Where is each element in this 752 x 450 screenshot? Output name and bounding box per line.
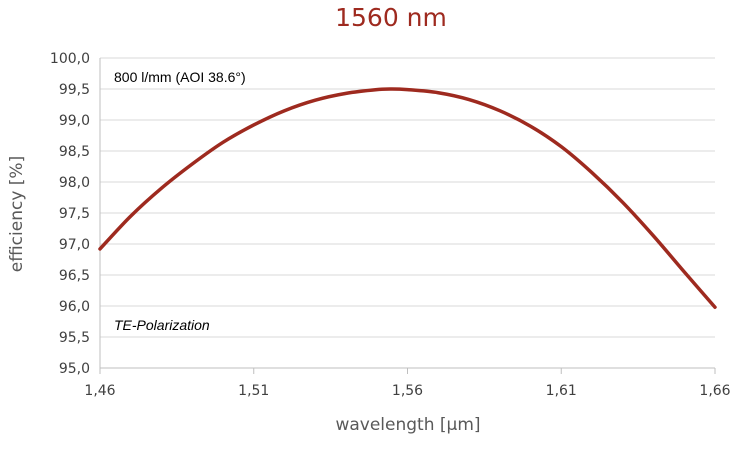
- x-tick-label: 1,46: [84, 383, 115, 399]
- x-tick-label: 1,51: [238, 383, 269, 399]
- series-line: [98, 87, 717, 309]
- y-tick-label: 99,0: [59, 113, 90, 129]
- gridlines: [100, 57, 715, 338]
- y-tick-label: 95,5: [59, 330, 90, 346]
- y-tick-label: 95,0: [59, 361, 90, 377]
- x-tick-labels: 1,46 1,51 1,56 1,61 1,66: [84, 383, 730, 399]
- y-tick-label: 97,5: [59, 206, 90, 222]
- annotation-polarization: TE-Polarization: [114, 317, 210, 333]
- y-axis-label: efficiency [%]: [7, 156, 27, 272]
- x-tick-label: 1,66: [699, 383, 730, 399]
- y-tick-label: 97,0: [59, 237, 90, 253]
- y-tick-label: 98,5: [59, 144, 90, 160]
- y-tick-labels: 95,0 95,5 96,0 96,5 97,0 97,5 98,0 98,5 99,0 99,5…: [50, 51, 90, 377]
- y-tick-label: 96,0: [59, 299, 90, 315]
- chart-title: 1560 nm: [335, 3, 447, 32]
- y-tick-label: 99,5: [59, 82, 90, 98]
- y-tick-label: 100,0: [50, 51, 90, 67]
- y-tick-label: 96,5: [59, 268, 90, 284]
- y-tick-label: 98,0: [59, 175, 90, 191]
- x-tick-label: 1,61: [546, 383, 577, 399]
- annotation-grating: 800 l/mm (AOI 38.6°): [114, 69, 246, 85]
- x-axis-label: wavelength [µm]: [335, 415, 480, 435]
- axes: [99, 58, 716, 374]
- x-tick-label: 1,56: [392, 383, 423, 399]
